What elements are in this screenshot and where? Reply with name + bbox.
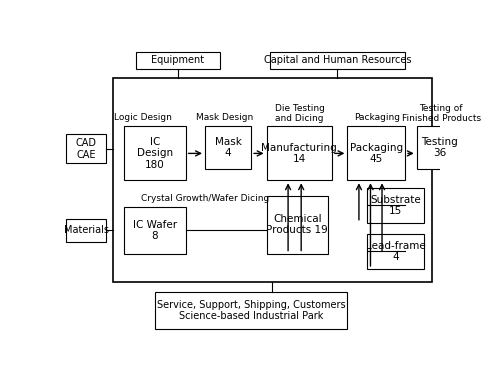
Text: Equipment: Equipment <box>151 55 204 65</box>
Text: Packaging
45: Packaging 45 <box>350 142 403 164</box>
Text: Substrate
15: Substrate 15 <box>370 195 421 216</box>
Text: IC
Design
180: IC Design 180 <box>137 137 173 170</box>
Text: Manufacturing
14: Manufacturing 14 <box>261 142 337 164</box>
Text: Die Testing
and Dicing: Die Testing and Dicing <box>275 104 324 123</box>
Bar <box>367 234 424 269</box>
Bar <box>124 127 186 180</box>
Text: CAD
CAE: CAD CAE <box>76 138 97 160</box>
Text: Testing
36: Testing 36 <box>421 137 458 158</box>
Text: Logic Design: Logic Design <box>114 113 172 122</box>
Text: Materials: Materials <box>64 225 109 235</box>
Bar <box>416 127 463 169</box>
Text: Capital and Human Resources: Capital and Human Resources <box>264 55 412 65</box>
Bar <box>267 196 328 253</box>
Bar <box>155 292 347 329</box>
Text: Service, Support, Shipping, Customers
Science-based Industrial Park: Service, Support, Shipping, Customers Sc… <box>157 300 345 321</box>
Text: Mask
4: Mask 4 <box>215 137 242 158</box>
Text: Mask Design: Mask Design <box>196 113 253 122</box>
Bar <box>66 134 106 163</box>
Bar <box>124 207 186 253</box>
Text: Testing of
Finished Products: Testing of Finished Products <box>402 104 481 123</box>
Bar <box>270 52 405 69</box>
Text: Chemical
Products 19: Chemical Products 19 <box>267 214 328 236</box>
Bar <box>347 127 405 180</box>
Text: IC Wafer
8: IC Wafer 8 <box>133 220 177 241</box>
Text: Packaging: Packaging <box>354 113 400 122</box>
Bar <box>267 127 332 180</box>
Bar <box>205 127 251 169</box>
Bar <box>136 52 220 69</box>
Bar <box>367 188 424 223</box>
Bar <box>66 219 106 242</box>
Bar <box>113 78 432 282</box>
Text: Crystal Growth/Wafer Dicing: Crystal Growth/Wafer Dicing <box>141 193 269 203</box>
Text: Lead-frame
4: Lead-frame 4 <box>366 241 425 262</box>
